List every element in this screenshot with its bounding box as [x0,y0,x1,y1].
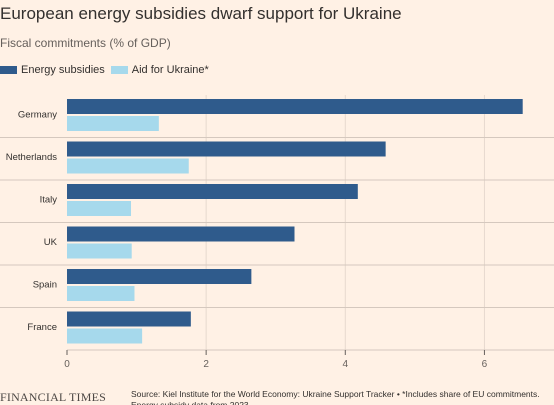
category-label-france: France [27,322,57,333]
bar-aid-for-ukraine-france [67,328,143,344]
x-tick-label-6: 6 [482,359,488,370]
legend-swatch-aid-for-ukraine [110,66,128,74]
category-label-italy: Italy [40,195,58,206]
bar-energy-subsidies-germany [67,99,523,114]
bar-energy-subsidies-uk [67,226,295,242]
legend-item-energy-subsidies: Energy subsidies [0,64,105,76]
category-label-netherlands: Netherlands [6,152,57,163]
chart-subtitle: Fiscal commitments (% of GDP) [0,36,171,50]
bar-energy-subsidies-italy [67,184,358,199]
bar-chart: Germany Netherlands Italy UK Spain France 0 2 4 6 [0,95,554,370]
x-tick-label-4: 4 [343,359,349,370]
chart-title: European energy subsidies dwarf support … [0,4,402,23]
bar-aid-for-ukraine-germany [67,116,159,131]
legend: Energy subsidies Aid for Ukraine* [0,63,215,77]
bar-aid-for-ukraine-spain [67,286,135,301]
legend-item-aid-for-ukraine: Aid for Ukraine* [110,64,209,76]
bar-energy-subsidies-spain [67,269,252,284]
legend-label-energy-subsidies: Energy subsidies [21,64,105,76]
x-tick-label-0: 0 [64,359,70,370]
x-tick-label-2: 2 [203,359,209,370]
footer: FINANCIAL TIMES Source: Kiel Institute f… [0,388,554,405]
ft-logo: FINANCIAL TIMES [0,390,107,404]
legend-swatch-energy-subsidies [0,66,17,74]
category-label-spain: Spain [33,280,57,291]
category-label-germany: Germany [18,110,57,121]
bar-aid-for-ukraine-netherlands [67,158,189,174]
bar-energy-subsidies-france [67,311,191,327]
bar-aid-for-ukraine-italy [67,201,132,216]
source-note: Source: Kiel Institute for the World Eco… [131,389,540,405]
legend-label-aid-for-ukraine: Aid for Ukraine* [131,64,209,76]
bar-energy-subsidies-netherlands [67,141,386,157]
category-label-uk: UK [44,237,58,248]
bar-aid-for-ukraine-uk [67,243,132,259]
